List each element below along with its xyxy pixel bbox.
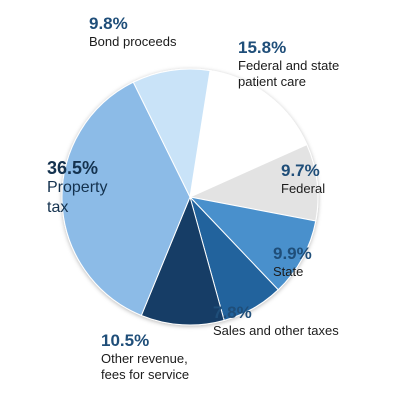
slice-label-property-tax: 36.5% Property tax [47,158,107,218]
slice-label-bond-proceeds: 9.8% Bond proceeds [89,14,176,50]
slice-percent: 15.8% [238,38,287,57]
category-line: Other revenue, fees for service [101,351,190,382]
slice-category: Federal [281,181,326,196]
slice-category: Sales and other taxes [213,323,339,338]
category-line: Property tax [47,179,108,216]
pie-slice-1 [188,144,319,222]
slice-label-sales-other-taxes: 7.8% Sales and other taxes [213,303,339,339]
slice-category: State [273,264,304,279]
pie-slice-5 [61,81,191,317]
slice-percent: 9.9% [273,244,312,263]
slice-category: Other revenue, fees for service [101,351,189,383]
slice-label-other-revenue: 10.5% Other revenue, fees for service [101,331,189,383]
category-line: Federal and state patient care [238,58,340,89]
pie-slice-2 [188,196,317,291]
slice-percent: 9.7% [281,161,320,180]
slice-label-federal: 9.7% Federal [281,161,325,197]
slice-category: Bond proceeds [89,34,177,49]
slice-percent: 36.5% [47,158,99,178]
slice-category: Federal and state patient care [238,58,339,90]
slice-label-federal-state-patient-care: 15.8% Federal and state patient care [238,38,339,90]
slice-label-state: 9.9% State [273,244,312,280]
pie-slice-0 [189,70,308,198]
pie-slice-6 [132,68,211,199]
slice-category: Property tax [47,178,107,218]
slice-percent: 9.8% [89,14,128,33]
slice-percent: 10.5% [101,331,150,350]
slice-percent: 7.8% [213,303,252,322]
pie-slice-4 [140,195,225,326]
